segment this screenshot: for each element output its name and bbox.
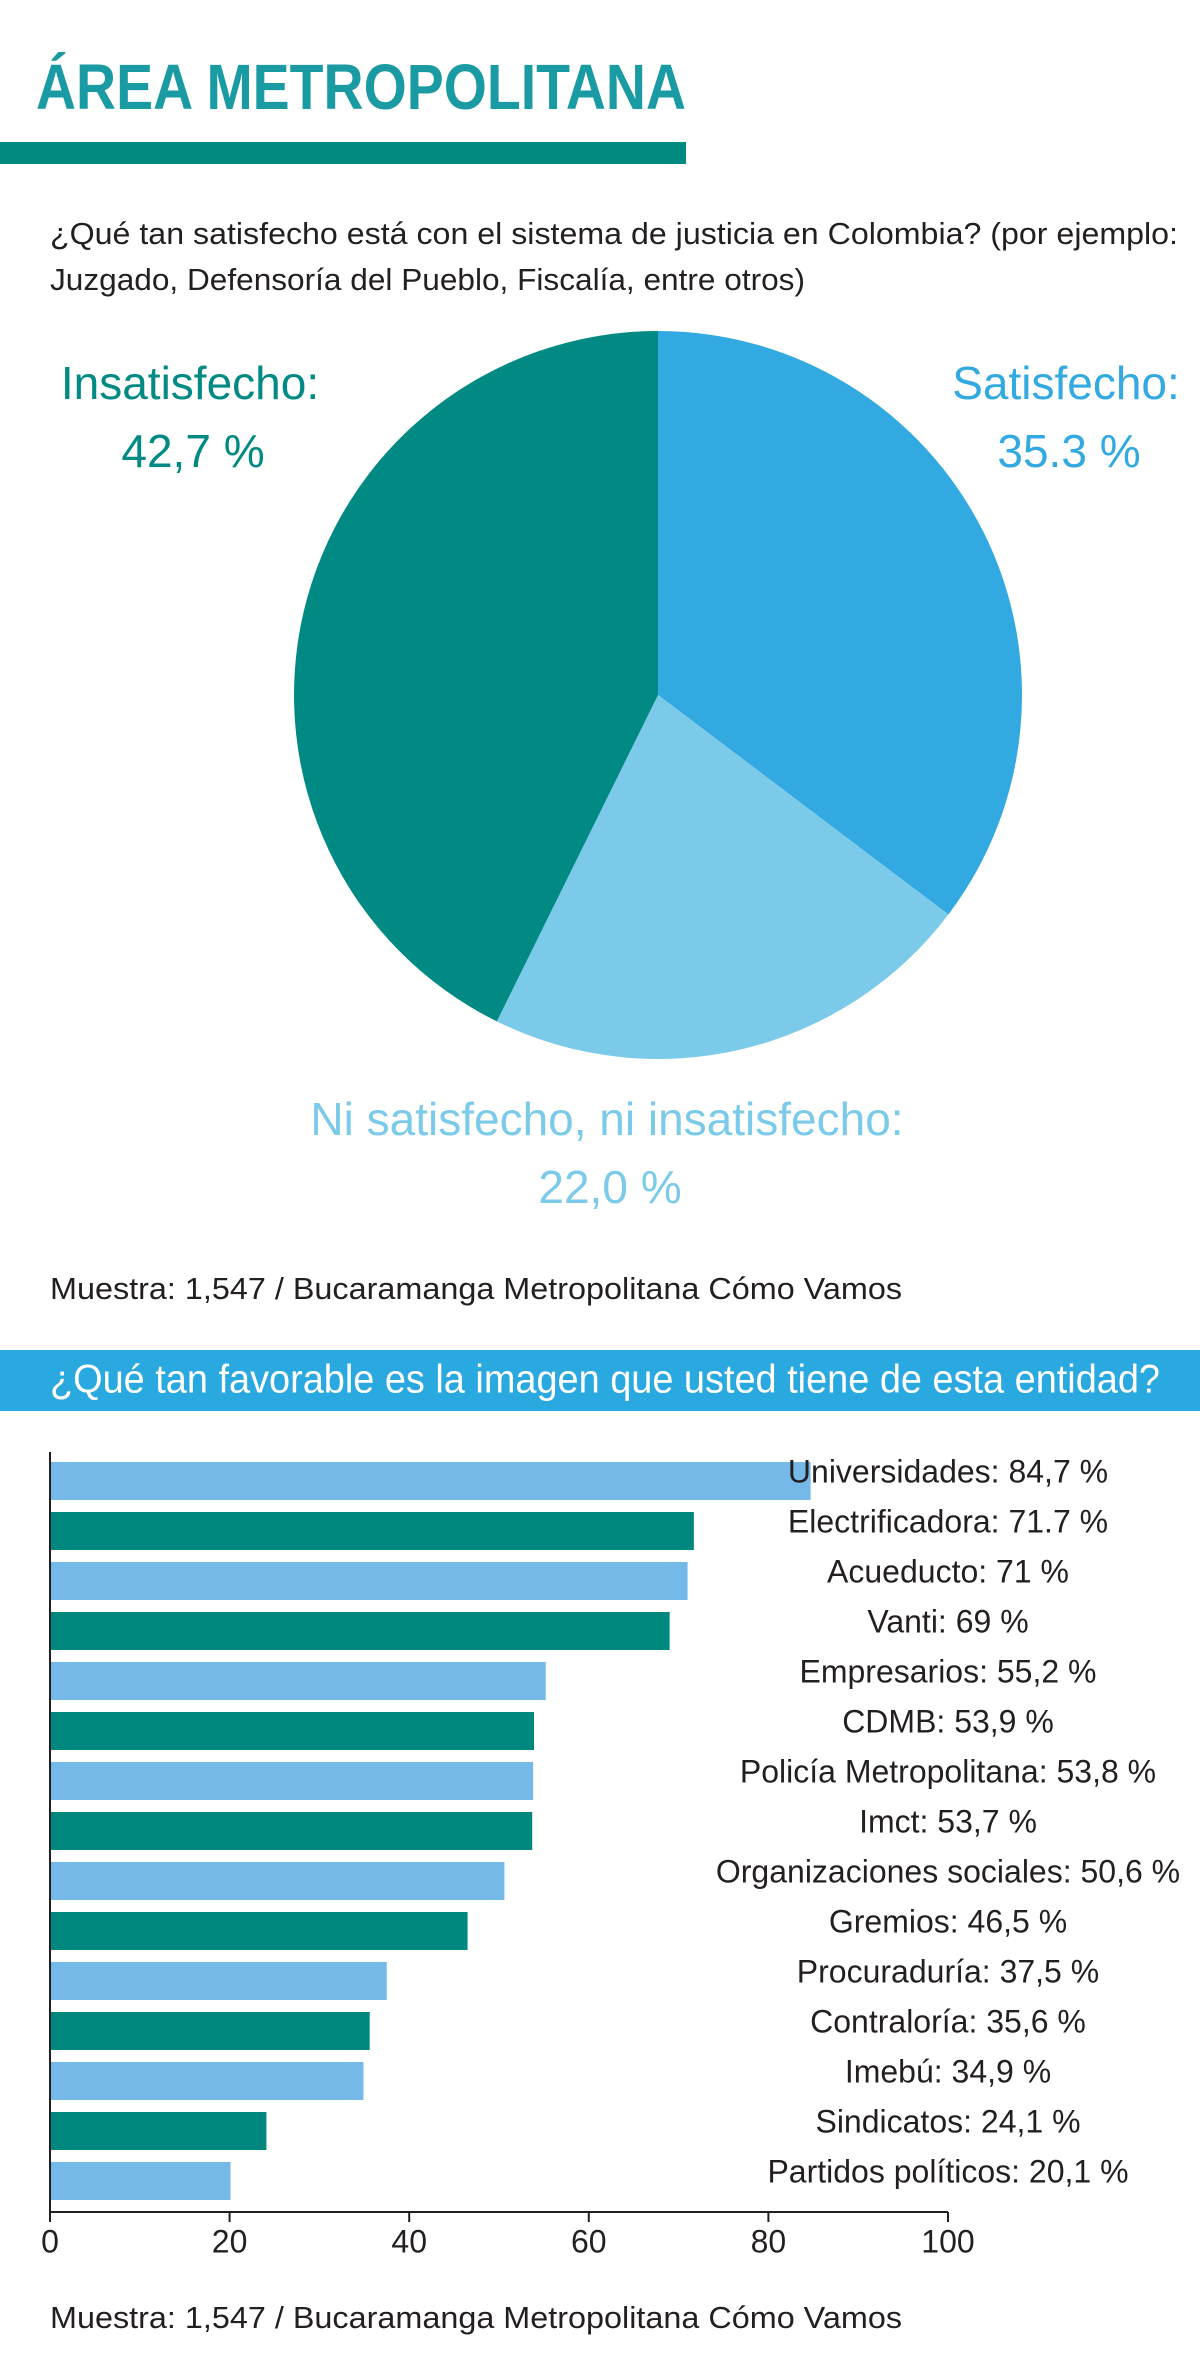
bar-label: Acueducto: 71 %	[827, 1553, 1069, 1589]
bar	[50, 1812, 533, 1850]
bar-question: ¿Qué tan favorable es la imagen que uste…	[50, 1358, 1160, 1402]
x-tick-label: 0	[41, 2223, 59, 2259]
bar	[50, 2112, 267, 2150]
banner	[0, 1350, 1200, 1411]
bar-label: Imct: 53,7 %	[859, 1803, 1037, 1839]
bar-label: CDMB: 53,9 %	[842, 1703, 1054, 1739]
x-tick-label: 80	[751, 2223, 787, 2259]
bar-label: Electrificadora: 71.7 %	[788, 1503, 1108, 1539]
bar	[50, 1762, 534, 1800]
bar-label: Universidades: 84,7 %	[788, 1453, 1108, 1489]
bar	[50, 1712, 535, 1750]
slice-value: 22,0 %	[538, 1161, 681, 1213]
bar	[50, 1512, 694, 1550]
slice-label: Ni satisfecho, ni insatisfecho:	[310, 1093, 903, 1145]
bar-label: Contraloría: 35,6 %	[810, 2003, 1086, 2039]
bar	[50, 1462, 811, 1500]
pie-slice	[294, 331, 658, 1022]
title-underline	[0, 142, 686, 164]
slice-label: Insatisfecho:	[61, 357, 319, 409]
bar-label: Gremios: 46,5 %	[829, 1903, 1067, 1939]
bar	[50, 1662, 546, 1700]
pie-question: Juzgado, Defensoría del Pueblo, Fiscalía…	[50, 262, 805, 297]
bar	[50, 2062, 364, 2100]
bar	[50, 2162, 231, 2200]
x-tick-label: 100	[921, 2223, 974, 2259]
bar	[50, 1962, 387, 2000]
bar-label: Vanti: 69 %	[867, 1603, 1028, 1639]
bar	[50, 2012, 370, 2050]
bar-label: Empresarios: 55,2 %	[799, 1653, 1096, 1689]
bar	[50, 1562, 688, 1600]
x-tick-label: 20	[212, 2223, 248, 2259]
bar	[50, 1862, 505, 1900]
bar	[50, 1612, 670, 1650]
slice-value: 42,7 %	[121, 425, 264, 477]
bar	[50, 1912, 468, 1950]
sample-note: Muestra: 1,547 / Bucaramanga Metropolita…	[50, 2300, 902, 2335]
x-tick-label: 60	[571, 2223, 607, 2259]
page-title: ÁREA METROPOLITANA	[36, 51, 686, 123]
bar-label: Procuraduría: 37,5 %	[797, 1953, 1099, 1989]
pie-slice	[496, 695, 949, 1059]
bar-label: Partidos políticos: 20,1 %	[767, 2153, 1128, 2189]
slice-label: Satisfecho:	[952, 357, 1180, 409]
sample-note: Muestra: 1,547 / Bucaramanga Metropolita…	[50, 1271, 902, 1306]
pie-question: ¿Qué tan satisfecho está con el sistema …	[50, 216, 1178, 251]
bar-label: Imebú: 34,9 %	[845, 2053, 1051, 2089]
slice-value: 35.3 %	[997, 425, 1140, 477]
bar-label: Sindicatos: 24,1 %	[815, 2103, 1080, 2139]
bar-label: Policía Metropolitana: 53,8 %	[740, 1753, 1156, 1789]
pie-slice	[658, 331, 1022, 915]
x-tick-label: 40	[391, 2223, 427, 2259]
bar-label: Organizaciones sociales: 50,6 %	[716, 1853, 1180, 1889]
